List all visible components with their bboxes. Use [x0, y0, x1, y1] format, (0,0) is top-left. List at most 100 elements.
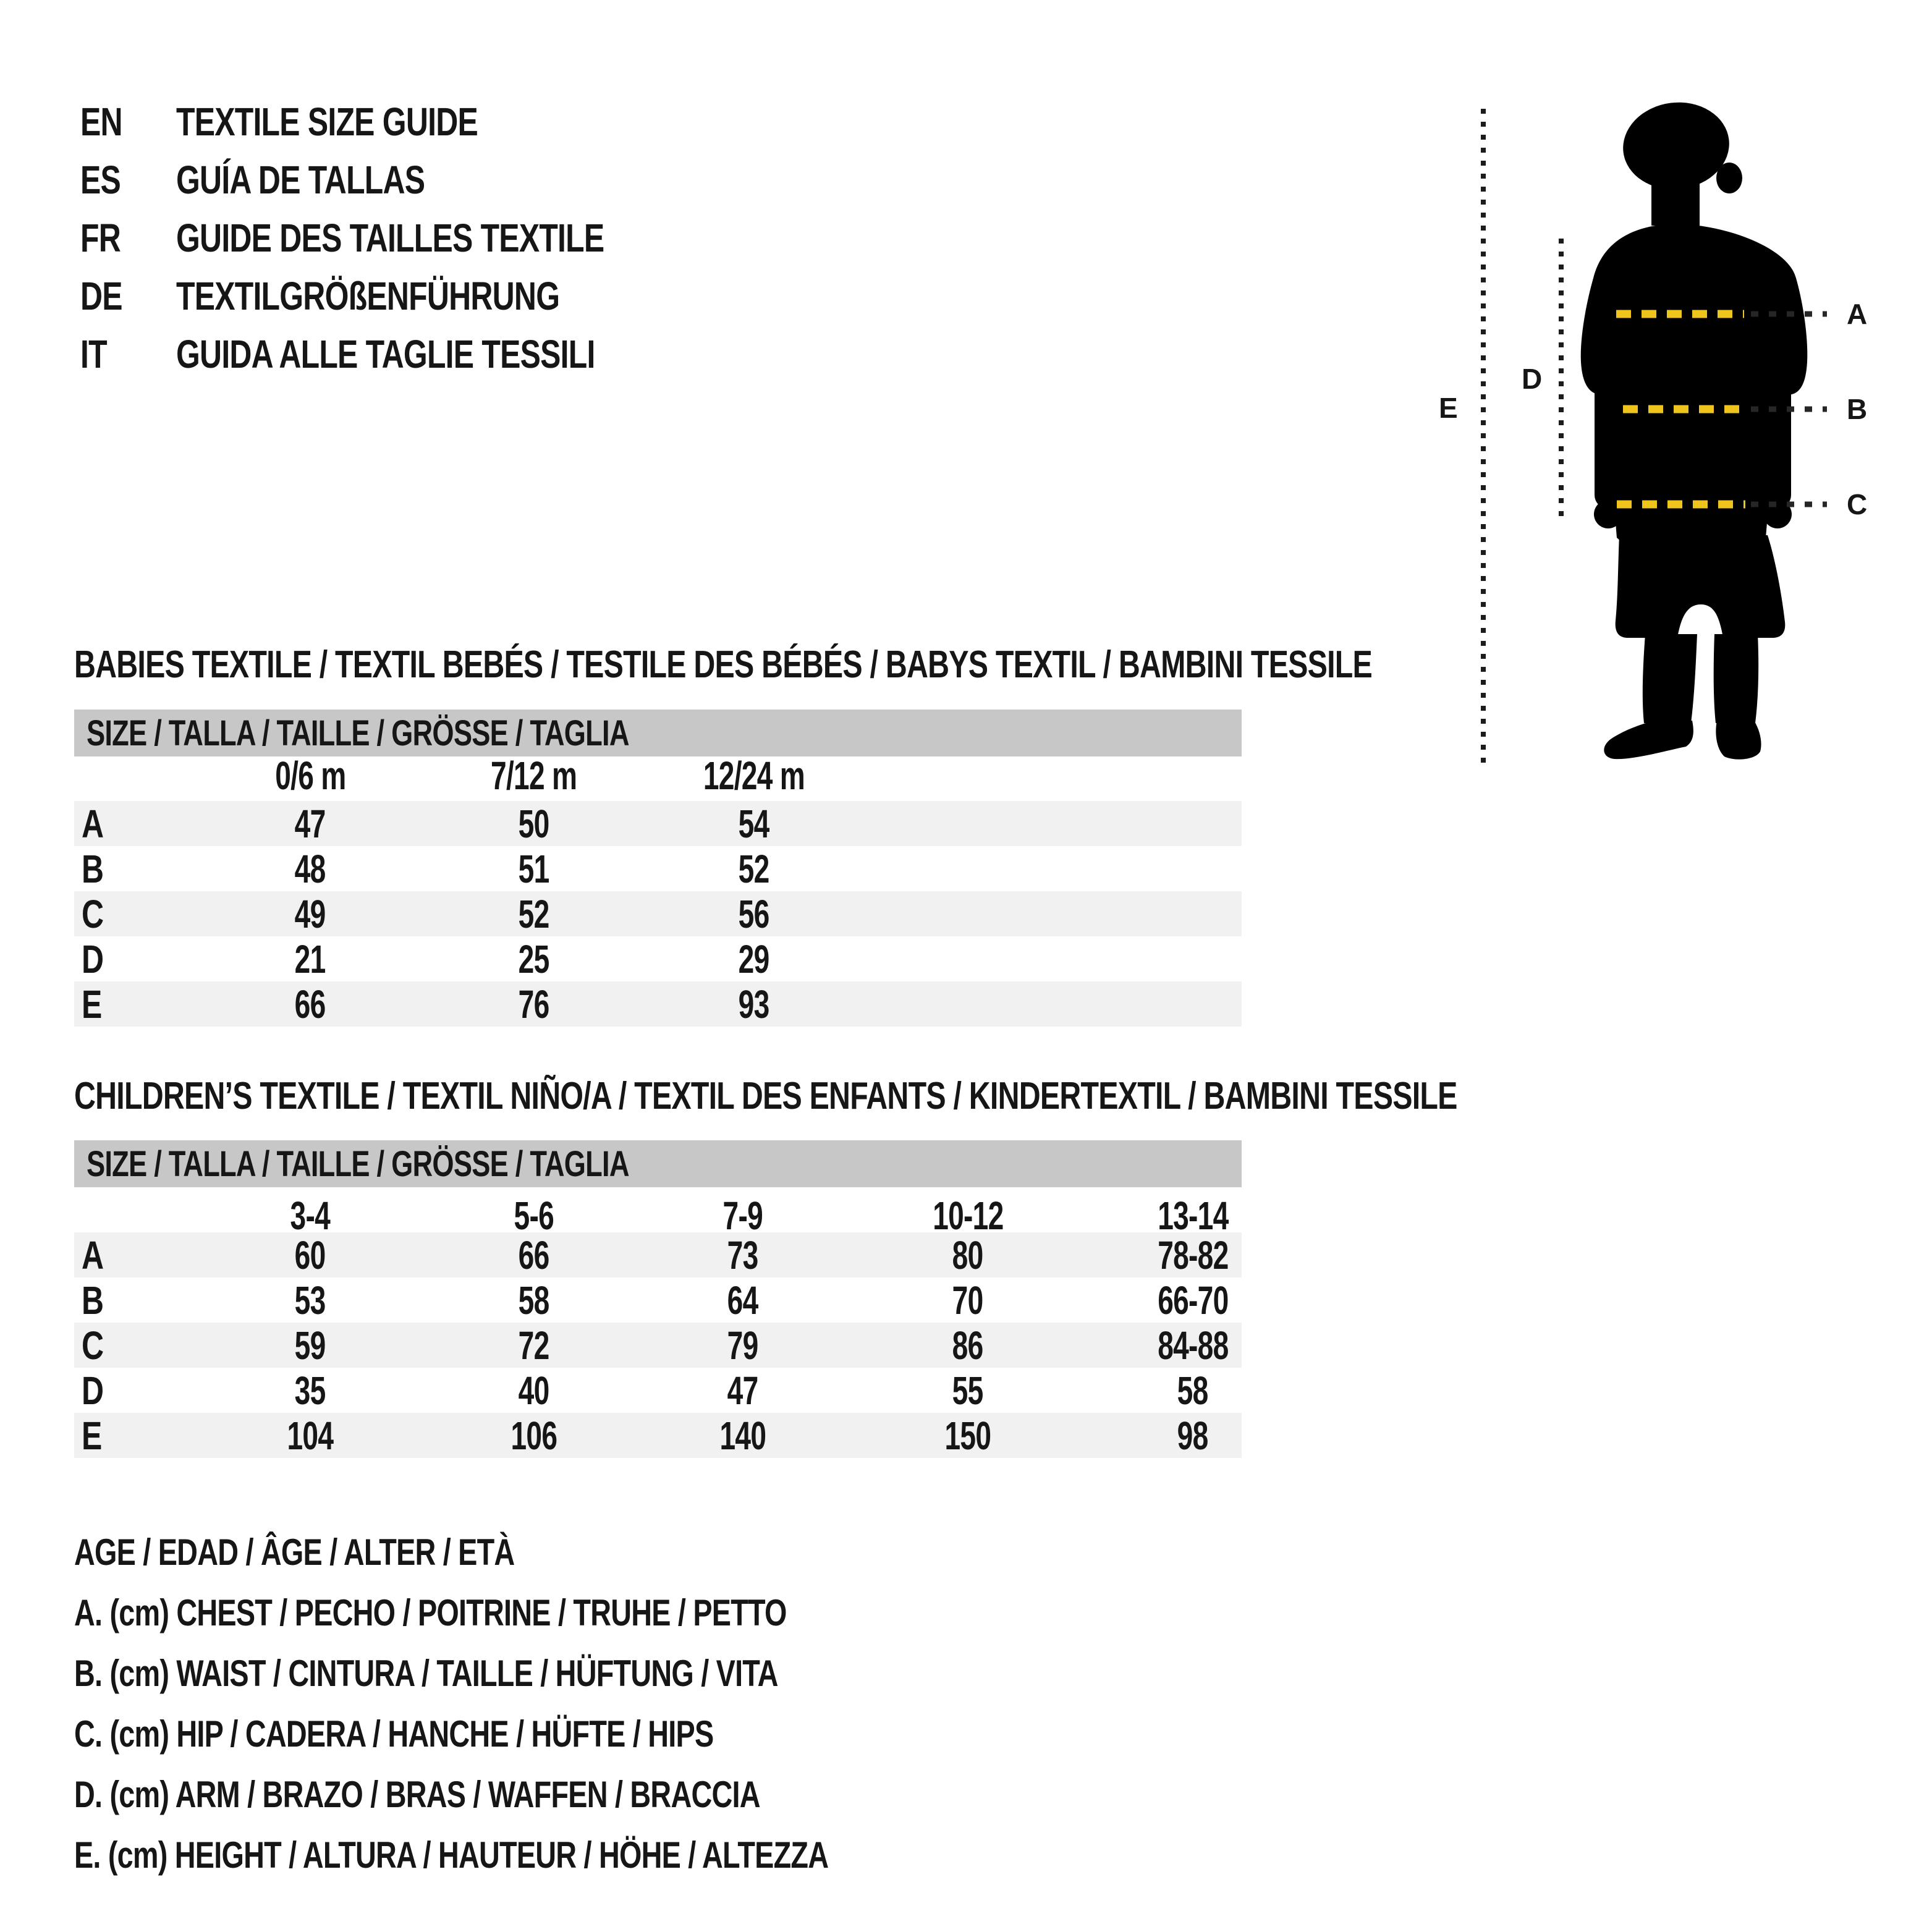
table-row: B 53 58 64 70 66-70 [74, 1277, 1242, 1323]
arm-label: D [1522, 363, 1542, 395]
legend-line: E. (cm) HEIGHT / ALTURA / HAUTEUR / HÖHE… [74, 1834, 829, 1876]
chest-label: A [1847, 298, 1867, 330]
table-cell: 58 [519, 1277, 550, 1323]
table-cell: 56 [739, 891, 770, 936]
table-cell: 47 [295, 801, 326, 846]
children-column-header-row: 3-4 5-6 7-9 10-12 13-14 [74, 1193, 1242, 1238]
language-code: ES [80, 158, 121, 202]
height-label: E [1439, 392, 1458, 424]
table-row: D 35 40 47 55 58 [74, 1368, 1242, 1413]
column-header: 12/24 m [703, 753, 805, 798]
language-row: EN TEXTILE SIZE GUIDE [80, 93, 946, 151]
table-row: A 47 50 54 [74, 801, 1242, 846]
table-cell: 84-88 [1157, 1323, 1229, 1368]
babies-column-header-row: 0/6 m 7/12 m 12/24 m [74, 753, 1242, 798]
legend-line: C. (cm) HIP / CADERA / HANCHE / HÜFTE / … [74, 1713, 714, 1755]
table-cell: 70 [952, 1277, 984, 1323]
table-row: A 60 66 73 80 78-82 [74, 1232, 1242, 1277]
table-cell: 79 [727, 1323, 759, 1368]
table-cell: 98 [1177, 1413, 1209, 1458]
table-cell: 104 [287, 1413, 334, 1458]
table-cell: 25 [519, 936, 550, 981]
table-row: C 59 72 79 86 84-88 [74, 1323, 1242, 1368]
table-row: D 21 25 29 [74, 936, 1242, 981]
table-cell: 73 [727, 1232, 759, 1277]
row-label: D [82, 1368, 104, 1413]
table-cell: 66 [519, 1232, 550, 1277]
table-cell: 72 [519, 1323, 550, 1368]
language-code: IT [80, 332, 108, 376]
table-cell: 54 [739, 801, 770, 846]
language-title: GUIDE DES TAILLES TEXTILE [176, 216, 604, 260]
table-cell: 49 [295, 891, 326, 936]
row-label: C [82, 891, 104, 936]
language-title: GUÍA DE TALLAS [176, 158, 425, 202]
row-label: E [82, 1413, 102, 1458]
row-label: E [82, 981, 102, 1027]
language-code: EN [80, 100, 123, 144]
legend-line: AGE / EDAD / ÂGE / ALTER / ETÀ [74, 1531, 515, 1573]
table-cell: 60 [295, 1232, 326, 1277]
table-cell: 47 [727, 1368, 759, 1413]
waist-label: B [1847, 393, 1867, 425]
table-cell: 35 [295, 1368, 326, 1413]
size-header-label: SIZE / TALLA / TAILLE / GRÖSSE / TAGLIA [87, 1143, 629, 1184]
row-label: A [82, 801, 104, 846]
legend-line: B. (cm) WAIST / CINTURA / TAILLE / HÜFTU… [74, 1652, 778, 1694]
table-cell: 140 [719, 1413, 766, 1458]
table-cell: 40 [519, 1368, 550, 1413]
children-size-header-bar: SIZE / TALLA / TAILLE / GRÖSSE / TAGLIA [74, 1140, 1242, 1187]
table-cell: 21 [295, 936, 326, 981]
children-section-title: CHILDREN’S TEXTILE / TEXTIL NIÑO/A / TEX… [74, 1074, 1457, 1117]
row-label: D [82, 936, 104, 981]
column-header: 3-4 [290, 1193, 331, 1238]
column-header: 5-6 [514, 1193, 554, 1238]
language-code: FR [80, 216, 121, 260]
table-cell: 52 [519, 891, 550, 936]
language-row: ES GUÍA DE TALLAS [80, 151, 946, 209]
table-cell: 106 [511, 1413, 557, 1458]
table-cell: 76 [519, 981, 550, 1027]
table-row: E 66 76 93 [74, 981, 1242, 1027]
row-label: A [82, 1232, 104, 1277]
table-row: E 104 106 140 150 98 [74, 1413, 1242, 1458]
language-row: FR GUIDE DES TAILLES TEXTILE [80, 209, 946, 267]
row-label: B [82, 1277, 104, 1323]
table-cell: 93 [739, 981, 770, 1027]
language-row: DE TEXTILGRÖßENFÜHRUNG [80, 267, 946, 325]
table-cell: 78-82 [1157, 1232, 1229, 1277]
table-cell: 50 [519, 801, 550, 846]
table-cell: 64 [727, 1277, 759, 1323]
table-cell: 86 [952, 1323, 984, 1368]
table-cell: 80 [952, 1232, 984, 1277]
language-title: TEXTILE SIZE GUIDE [176, 100, 478, 144]
babies-size-header-bar: SIZE / TALLA / TAILLE / GRÖSSE / TAGLIA [74, 710, 1242, 756]
language-title: GUIDA ALLE TAGLIE TESSILI [176, 332, 595, 376]
language-code: DE [80, 274, 123, 318]
language-row: IT GUIDA ALLE TAGLIE TESSILI [80, 325, 946, 383]
row-label: C [82, 1323, 104, 1368]
column-header: 7/12 m [491, 753, 577, 798]
table-cell: 29 [739, 936, 770, 981]
column-header: 0/6 m [274, 753, 346, 798]
table-row: C 49 52 56 [74, 891, 1242, 936]
column-header: 13-14 [1157, 1193, 1229, 1238]
size-header-label: SIZE / TALLA / TAILLE / GRÖSSE / TAGLIA [87, 713, 629, 753]
table-cell: 51 [519, 846, 550, 891]
legend-line: D. (cm) ARM / BRAZO / BRAS / WAFFEN / BR… [74, 1773, 761, 1815]
table-cell: 58 [1177, 1368, 1209, 1413]
babies-section-title: BABIES TEXTILE / TEXTIL BEBÉS / TESTILE … [74, 643, 1373, 686]
column-header: 7-9 [722, 1193, 763, 1238]
table-cell: 48 [295, 846, 326, 891]
table-cell: 52 [739, 846, 770, 891]
table-cell: 59 [295, 1323, 326, 1368]
table-cell: 53 [295, 1277, 326, 1323]
table-cell: 66 [295, 981, 326, 1027]
legend-line: A. (cm) CHEST / PECHO / POITRINE / TRUHE… [74, 1591, 787, 1633]
table-cell: 150 [944, 1413, 991, 1458]
column-header: 10-12 [932, 1193, 1004, 1238]
table-row: B 48 51 52 [74, 846, 1242, 891]
size-figure-illustration: A B C D E [1439, 102, 1867, 766]
hip-label: C [1847, 488, 1867, 520]
